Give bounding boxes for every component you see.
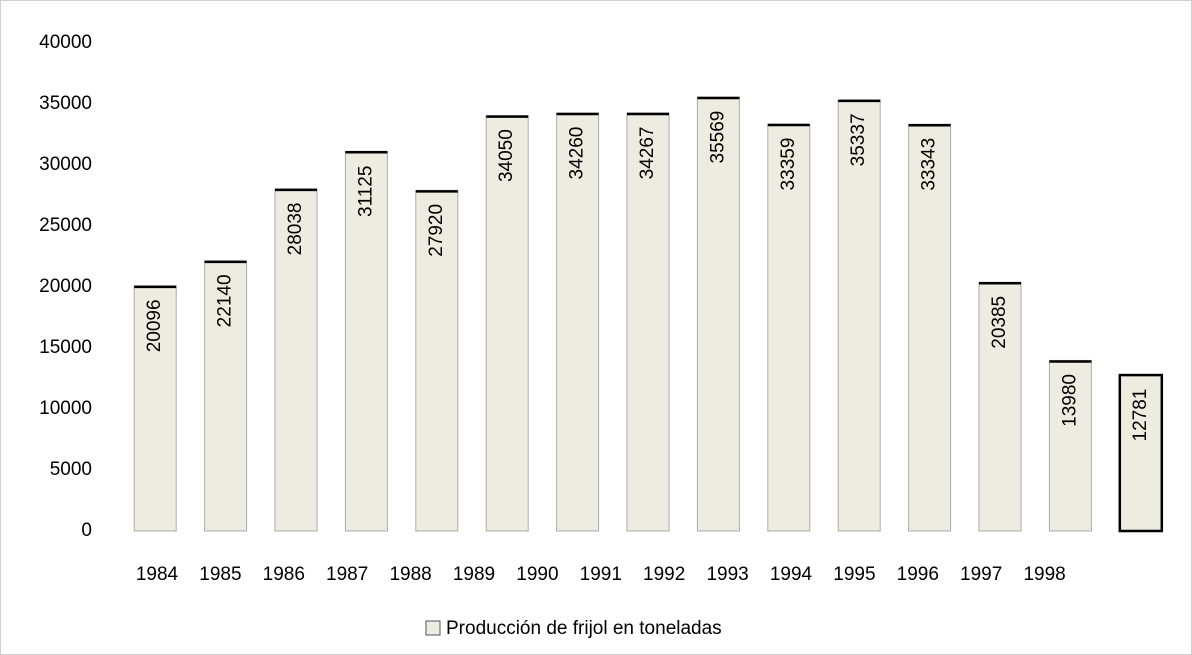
- bar: [978, 281, 1022, 532]
- data-label: 34260: [567, 127, 588, 180]
- data-label: 33359: [778, 138, 799, 191]
- data-label: 35337: [848, 113, 869, 166]
- bar: [415, 189, 459, 532]
- x-tick-label: 1985: [199, 564, 241, 585]
- y-tick-label: 20000: [39, 276, 92, 297]
- x-tick-label: 1990: [516, 564, 558, 585]
- x-tick-label: 1988: [389, 564, 431, 585]
- legend-label: Producción de frijol en toneladas: [446, 618, 722, 639]
- y-tick-label: 35000: [39, 93, 92, 114]
- bar: [133, 285, 177, 532]
- x-tick-label: 1993: [706, 564, 748, 585]
- y-tick-label: 10000: [39, 398, 92, 419]
- bar: [626, 112, 670, 532]
- data-label: 31125: [355, 166, 376, 217]
- data-label: 33343: [919, 138, 940, 191]
- legend-swatch: [425, 620, 441, 636]
- y-tick-label: 30000: [39, 154, 92, 175]
- data-label: 34050: [496, 129, 517, 182]
- data-label: 20096: [144, 299, 165, 352]
- y-tick-label: 0: [81, 520, 92, 541]
- y-tick-label: 25000: [39, 215, 92, 236]
- data-label: 35569: [707, 111, 728, 164]
- data-label: 27920: [426, 204, 447, 257]
- x-tick-label: 1986: [263, 564, 305, 585]
- bar: [1118, 373, 1164, 533]
- x-tick-label: 1987: [326, 564, 368, 585]
- bar: [696, 96, 740, 532]
- data-label: 34267: [637, 127, 658, 180]
- x-tick-label: 1998: [1023, 564, 1065, 585]
- x-tick-label: 1991: [580, 564, 622, 585]
- bar: [837, 99, 881, 532]
- y-tick-label: 5000: [50, 459, 92, 480]
- y-tick-label: 40000: [39, 32, 92, 53]
- bar: [1048, 359, 1092, 532]
- bar: [274, 188, 318, 532]
- bar: [485, 115, 529, 532]
- data-label: 20385: [989, 296, 1010, 349]
- data-label: 12781: [1130, 389, 1151, 442]
- x-tick-label: 1995: [833, 564, 875, 585]
- data-label: 28038: [285, 203, 306, 256]
- x-tick-label: 1989: [453, 564, 495, 585]
- data-label: 13980: [1059, 374, 1080, 427]
- x-tick-label: 1992: [643, 564, 685, 585]
- x-tick-label: 1997: [960, 564, 1002, 585]
- bar: [908, 123, 952, 532]
- x-tick-label: 1994: [770, 564, 813, 585]
- data-label: 22140: [215, 274, 236, 327]
- x-tick-label: 1996: [897, 564, 939, 585]
- bar: [344, 150, 388, 532]
- bar: [556, 112, 600, 532]
- y-tick-label: 15000: [39, 337, 92, 358]
- x-tick-label: 1984: [136, 564, 179, 585]
